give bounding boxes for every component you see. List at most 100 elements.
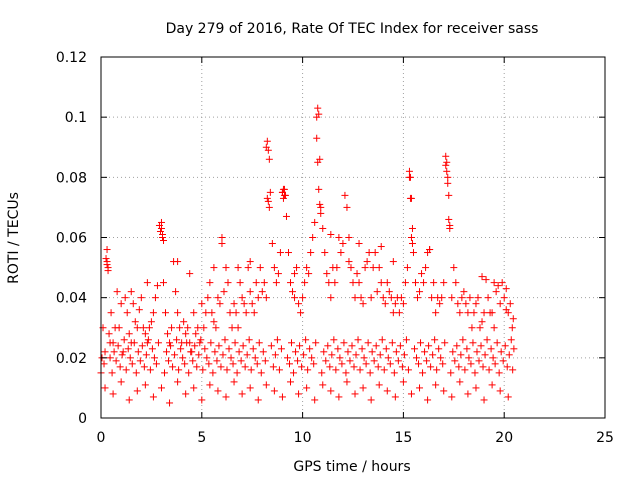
data-point	[133, 324, 141, 332]
data-point	[440, 387, 448, 395]
data-point	[410, 345, 418, 353]
data-point	[442, 161, 450, 169]
data-point	[291, 294, 299, 302]
data-point	[444, 173, 452, 181]
data-point	[254, 294, 262, 302]
y-axis-label: ROTI / TECUs	[6, 192, 22, 284]
data-point	[502, 285, 510, 293]
data-point	[465, 354, 473, 362]
data-point	[481, 351, 489, 359]
data-point	[246, 288, 254, 296]
data-point	[391, 300, 399, 308]
data-point	[484, 294, 492, 302]
data-point	[310, 360, 318, 368]
data-point	[180, 318, 188, 326]
data-point	[201, 345, 209, 353]
data-point	[108, 369, 116, 377]
data-point	[505, 351, 513, 359]
data-point	[476, 324, 484, 332]
data-point	[319, 381, 327, 389]
data-point	[463, 345, 471, 353]
data-point	[478, 318, 486, 326]
data-point	[303, 264, 311, 272]
data-point	[359, 384, 367, 392]
data-point	[507, 336, 515, 344]
data-point	[181, 360, 189, 368]
data-point	[399, 300, 407, 308]
data-point	[299, 294, 307, 302]
data-point	[451, 357, 459, 365]
data-point	[148, 345, 156, 353]
data-point	[298, 363, 306, 371]
data-point	[268, 240, 276, 248]
data-point	[226, 309, 234, 317]
x-tick-label: 5	[197, 430, 206, 446]
data-point	[247, 366, 255, 374]
data-point	[244, 264, 252, 272]
data-point	[419, 369, 427, 377]
data-point	[494, 282, 502, 290]
y-tick-label: 0	[78, 411, 87, 427]
data-point	[375, 264, 383, 272]
data-point	[275, 366, 283, 374]
data-point	[174, 378, 182, 386]
data-point	[339, 240, 347, 248]
data-point	[171, 351, 179, 359]
data-point	[249, 345, 257, 353]
data-point	[404, 366, 412, 374]
data-point	[456, 378, 464, 386]
axis-ticks	[100, 56, 606, 419]
data-point	[333, 264, 341, 272]
data-point	[327, 230, 335, 238]
data-point	[501, 342, 509, 350]
data-point	[176, 324, 184, 332]
data-point	[151, 294, 159, 302]
data-point	[204, 294, 212, 302]
data-point	[466, 294, 474, 302]
grid	[101, 57, 605, 418]
data-point	[190, 384, 198, 392]
data-point	[421, 348, 429, 356]
data-point	[126, 354, 134, 362]
data-point	[498, 279, 506, 287]
data-point	[147, 318, 155, 326]
data-point	[379, 294, 387, 302]
data-point	[509, 315, 517, 323]
data-point	[359, 300, 367, 308]
data-point	[382, 345, 390, 353]
data-point	[116, 363, 124, 371]
data-point	[246, 384, 254, 392]
data-point	[143, 339, 151, 347]
data-points	[97, 104, 518, 407]
data-point	[133, 387, 141, 395]
data-point	[105, 330, 113, 338]
data-point	[509, 366, 517, 374]
data-point	[117, 378, 125, 386]
data-point	[332, 366, 340, 374]
data-point	[472, 300, 480, 308]
data-point	[472, 384, 480, 392]
data-point	[352, 351, 360, 359]
data-point	[197, 336, 205, 344]
data-point	[157, 384, 165, 392]
data-point	[407, 234, 415, 241]
data-point	[402, 336, 410, 344]
data-point	[132, 369, 140, 377]
data-point	[477, 342, 485, 350]
data-point	[272, 279, 280, 287]
data-point	[257, 369, 265, 377]
data-point	[321, 249, 329, 257]
data-point	[277, 345, 285, 353]
data-point	[205, 360, 213, 368]
data-point	[338, 360, 346, 368]
data-point	[480, 309, 488, 317]
data-point	[470, 309, 478, 317]
data-point	[409, 249, 417, 257]
data-point	[343, 203, 351, 211]
data-point	[149, 393, 157, 401]
data-point	[300, 351, 308, 359]
data-point	[250, 309, 258, 317]
data-point	[215, 342, 223, 350]
data-point	[305, 270, 313, 278]
data-point	[493, 339, 501, 347]
